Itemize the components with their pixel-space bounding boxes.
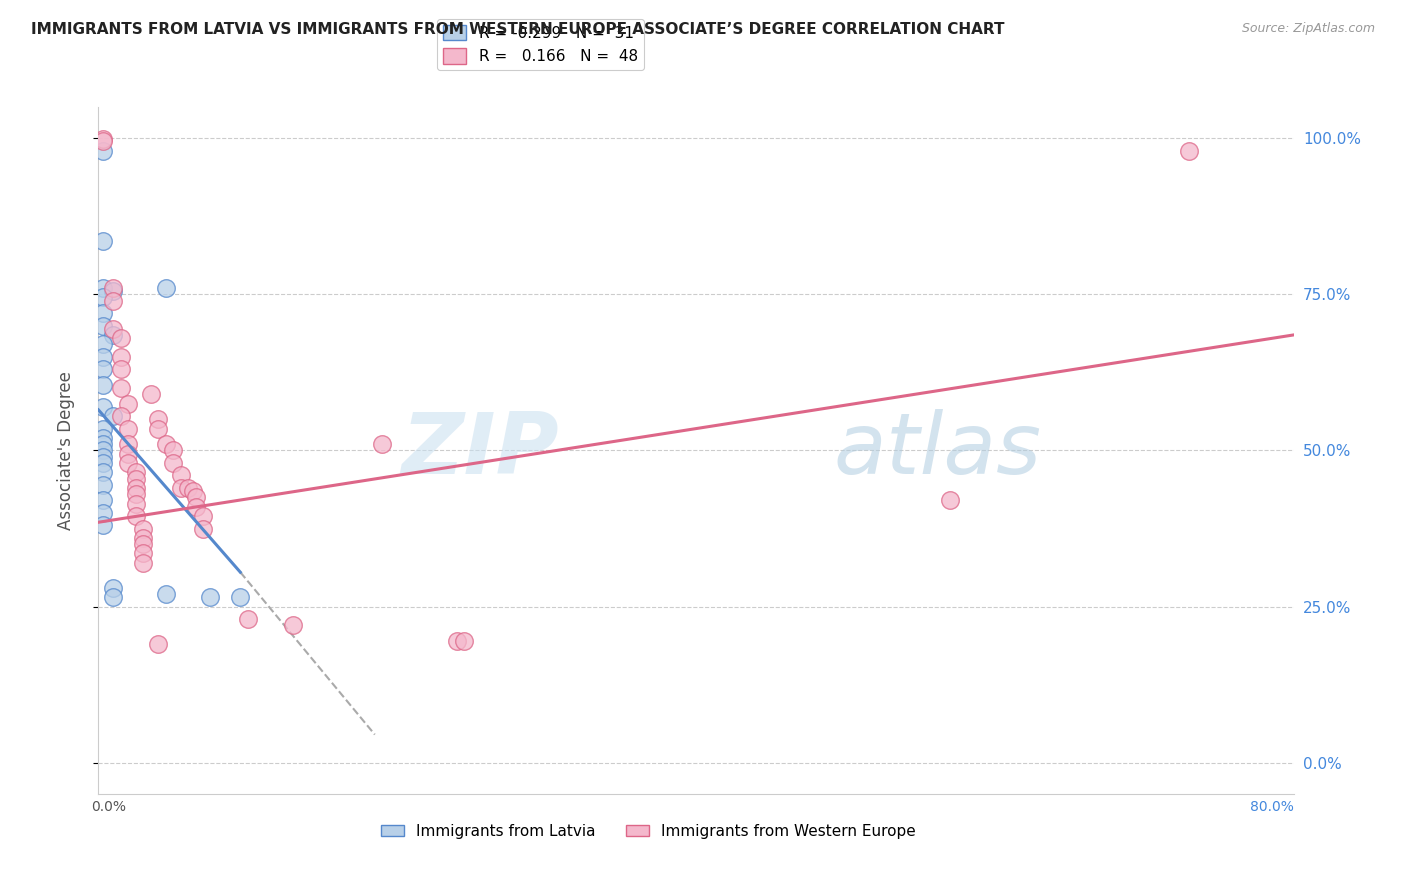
Point <box>103 581 125 595</box>
Point <box>91 456 114 470</box>
Point <box>236 612 259 626</box>
Point <box>91 318 114 333</box>
Point <box>155 587 177 601</box>
Point <box>169 468 191 483</box>
Text: atlas: atlas <box>834 409 1042 492</box>
Point <box>117 446 139 460</box>
Text: 80.0%: 80.0% <box>1250 800 1294 814</box>
Point <box>139 387 162 401</box>
Point <box>103 281 125 295</box>
Point <box>229 591 252 605</box>
Point <box>91 337 114 351</box>
Point <box>181 483 204 498</box>
Point <box>162 456 184 470</box>
Point <box>91 518 114 533</box>
Point <box>103 328 125 343</box>
Point <box>184 490 207 504</box>
Point <box>110 350 132 364</box>
Point <box>132 556 155 570</box>
Point <box>110 362 132 376</box>
Point <box>91 132 114 146</box>
Point <box>91 450 114 464</box>
Point <box>281 618 304 632</box>
Point <box>103 293 125 308</box>
Point <box>453 633 475 648</box>
Point <box>91 422 114 436</box>
Point <box>110 331 132 345</box>
Point <box>110 409 132 423</box>
Point <box>132 531 155 545</box>
Point <box>91 362 114 376</box>
Point <box>169 481 191 495</box>
Point <box>91 431 114 445</box>
Point <box>125 508 148 523</box>
Point <box>91 378 114 392</box>
Point <box>91 235 114 249</box>
Point <box>155 281 177 295</box>
Point <box>132 546 155 561</box>
Point <box>91 350 114 364</box>
Point <box>132 537 155 551</box>
Point <box>103 591 125 605</box>
Point <box>110 381 132 395</box>
Y-axis label: Associate's Degree: Associate's Degree <box>56 371 75 530</box>
Point <box>184 500 207 514</box>
Point <box>91 134 114 148</box>
Point <box>91 506 114 520</box>
Point <box>446 633 468 648</box>
Point <box>117 396 139 410</box>
Point <box>91 493 114 508</box>
Point <box>132 521 155 535</box>
Point <box>117 422 139 436</box>
Point <box>117 437 139 451</box>
Point <box>148 412 170 426</box>
Point <box>148 637 170 651</box>
Point <box>91 291 114 305</box>
Point <box>91 306 114 320</box>
Point <box>125 496 148 510</box>
Point <box>117 456 139 470</box>
Text: 0.0%: 0.0% <box>91 800 127 814</box>
Point <box>200 591 222 605</box>
Point <box>91 443 114 458</box>
Text: Source: ZipAtlas.com: Source: ZipAtlas.com <box>1241 22 1375 36</box>
Point <box>155 437 177 451</box>
Point <box>125 487 148 501</box>
Point <box>177 481 200 495</box>
Point <box>162 443 184 458</box>
Point <box>371 437 394 451</box>
Point <box>91 478 114 492</box>
Point <box>191 521 214 535</box>
Point <box>939 493 962 508</box>
Text: ZIP: ZIP <box>401 409 558 492</box>
Point <box>91 144 114 158</box>
Point <box>103 322 125 336</box>
Point <box>91 466 114 480</box>
Point <box>1178 144 1201 158</box>
Point <box>191 508 214 523</box>
Point <box>125 481 148 495</box>
Point <box>91 437 114 451</box>
Text: IMMIGRANTS FROM LATVIA VS IMMIGRANTS FROM WESTERN EUROPE ASSOCIATE’S DEGREE CORR: IMMIGRANTS FROM LATVIA VS IMMIGRANTS FRO… <box>31 22 1004 37</box>
Point <box>148 422 170 436</box>
Legend: Immigrants from Latvia, Immigrants from Western Europe: Immigrants from Latvia, Immigrants from … <box>374 817 922 845</box>
Point <box>125 471 148 485</box>
Point <box>91 281 114 295</box>
Point <box>103 409 125 423</box>
Point <box>125 466 148 480</box>
Point <box>103 285 125 299</box>
Point <box>91 400 114 414</box>
